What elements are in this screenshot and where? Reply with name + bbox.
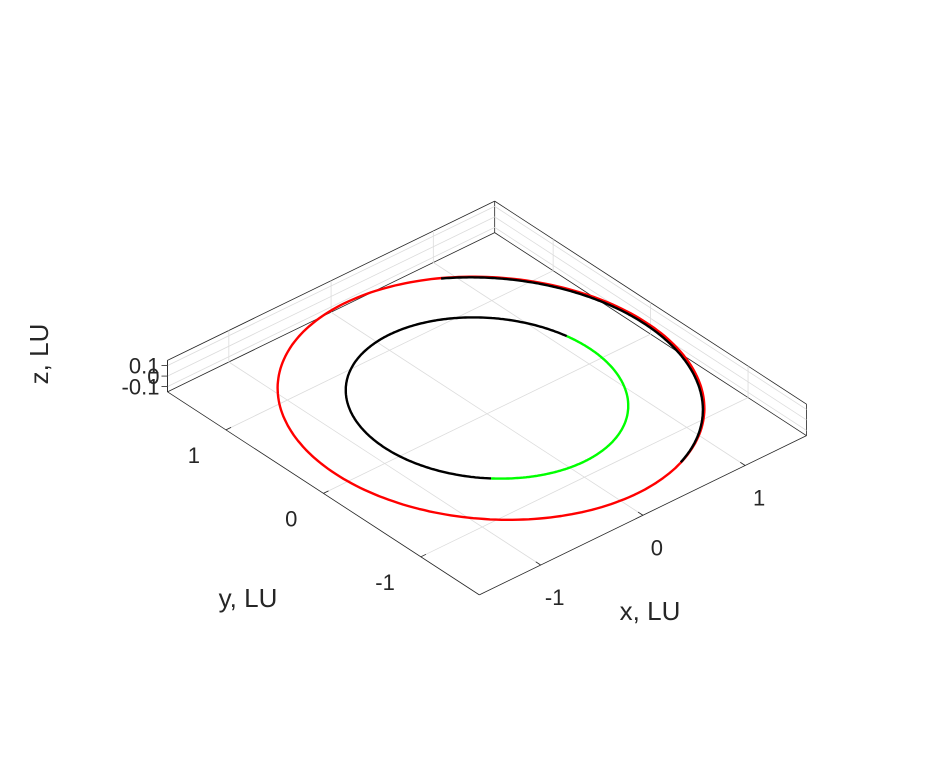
- y-tick-mark: [420, 553, 427, 558]
- x-tick-label: 0: [651, 535, 663, 560]
- series-line-1: [344, 316, 568, 480]
- y-tick-label: 1: [188, 443, 200, 468]
- y-tick-label: -1: [375, 570, 395, 595]
- x-axis-label: x, LU: [620, 596, 681, 626]
- x-tick-mark: [535, 561, 541, 566]
- z-tick-label: -0.1: [122, 375, 160, 400]
- series-line-2: [490, 335, 630, 480]
- x-tick-label: -1: [545, 585, 565, 610]
- grid-line-y: [225, 270, 554, 431]
- grid-line-z: [167, 227, 495, 387]
- x-tick-mark: [740, 462, 746, 466]
- grid-line-z-wall: [494, 206, 807, 410]
- grid-line-z: [167, 216, 495, 377]
- y-tick-label: 0: [285, 506, 297, 531]
- y-tick-mark: [323, 490, 329, 494]
- tick-labels: -101-101-0.100.1: [122, 354, 766, 610]
- grid-line-y: [420, 397, 749, 558]
- z-tick-label: 0: [147, 364, 159, 389]
- grid-line-y: [323, 333, 651, 494]
- series-line-3: [441, 276, 705, 464]
- grid-line-z: [167, 206, 495, 366]
- y-axis-label: y, LU: [219, 583, 278, 613]
- x-tick-mark: [637, 511, 644, 516]
- floor-grid: [167, 206, 807, 566]
- axis-line: [479, 435, 807, 596]
- z-tick-label: 0.1: [129, 354, 160, 379]
- series-group: [276, 275, 706, 521]
- series-line-0: [276, 275, 706, 521]
- y-tick-mark: [225, 427, 232, 431]
- box-edge-back: [167, 200, 495, 361]
- grid-line-z-wall: [494, 216, 807, 421]
- x-tick-label: 1: [753, 486, 765, 511]
- z-axis-label: z, LU: [24, 324, 54, 385]
